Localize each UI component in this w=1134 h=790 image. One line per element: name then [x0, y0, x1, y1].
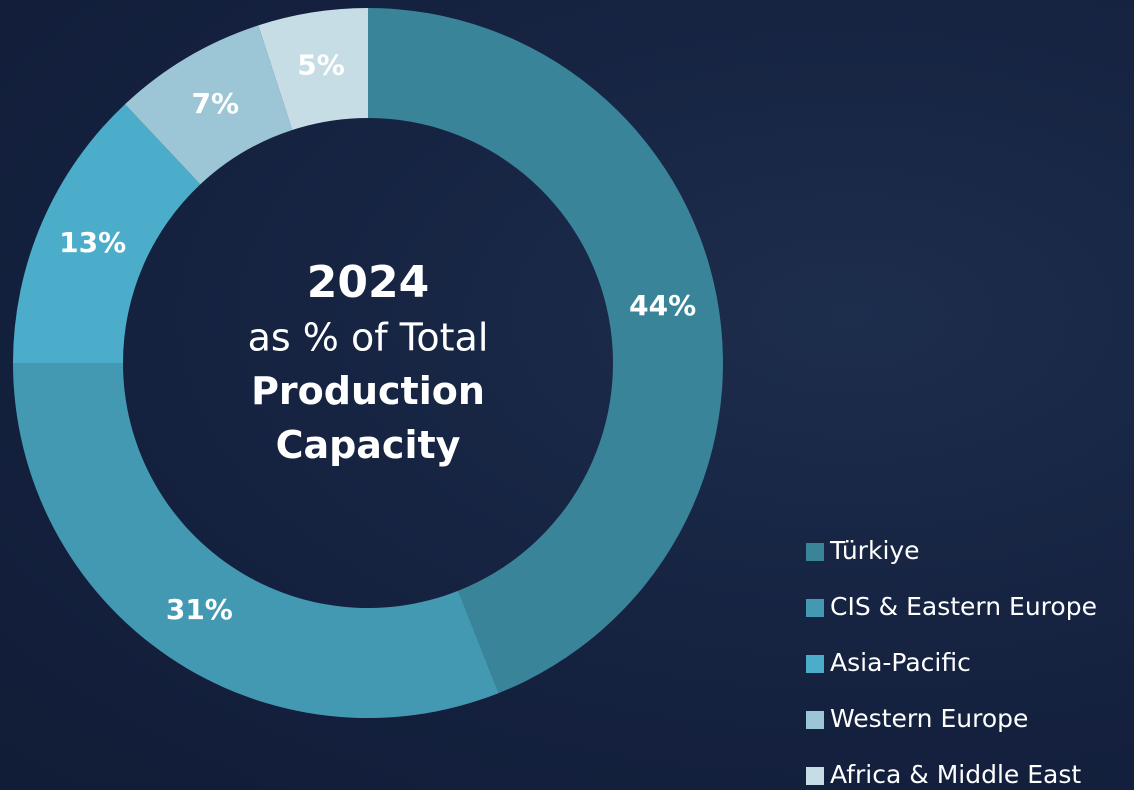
chart: 2024 as % of Total 44% 31% 13% 7% 5% Türkiye C…: [0, 0, 1134, 790]
legend-label: Türkiye: [829, 536, 920, 565]
page: 2024 as % of Total 44% 31% 13% 7% 5% Türkiye C…: [0, 0, 1134, 790]
legend-label: Africa & Middle East: [830, 760, 1081, 789]
legend-label: CIS & Eastern Europe: [830, 592, 1097, 621]
legend-label: Asia-Pacific: [830, 648, 971, 677]
value-label: 7%: [192, 87, 240, 120]
chart-subtitle: as % of Total: [248, 316, 489, 360]
legend-swatch: [806, 711, 824, 729]
value-label: 5%: [297, 49, 345, 82]
chart-title: 2024: [307, 257, 429, 308]
value-label: 44%: [629, 289, 696, 322]
value-label: 13%: [59, 226, 126, 259]
legend-swatch: [806, 767, 824, 785]
center-label: Production Capacity: [218, 364, 518, 472]
legend-swatch: [806, 543, 824, 561]
legend-swatch: [806, 599, 824, 617]
legend-swatch: [806, 655, 824, 673]
value-label: 31%: [166, 593, 233, 626]
legend-label: Western Europe: [830, 704, 1028, 733]
